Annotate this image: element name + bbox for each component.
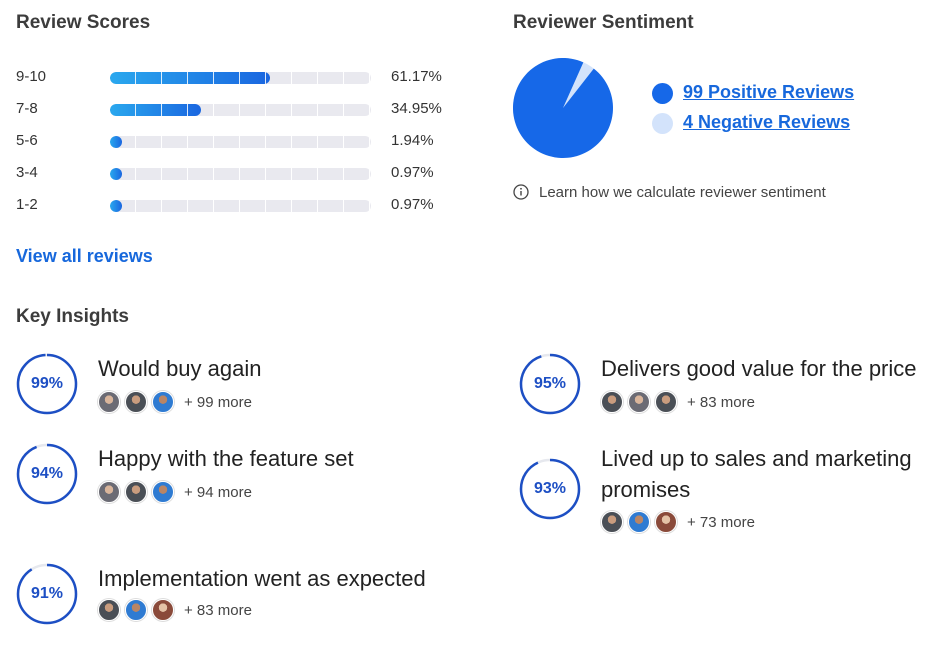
insight-implementation-as-expected: 91% Implementation went as expected + 83… [16, 563, 476, 627]
insight-percent: 94% [30, 465, 64, 482]
positive-reviews-link[interactable]: 99 Positive Reviews [683, 82, 855, 102]
avatar [125, 481, 147, 503]
score-bar-fill [110, 168, 122, 180]
avatar [98, 599, 120, 621]
insight-title-line: promises [601, 477, 691, 502]
insight-happy-with-feature-set: 94% Happy with the feature set + 94 more [16, 443, 436, 507]
avatar [655, 391, 677, 413]
score-row-1-2: 1-2 0.97% [16, 196, 456, 216]
score-bar-fill [110, 200, 122, 212]
insight-progress-ring [16, 443, 78, 505]
insight-title: Delivers good value for the price [601, 353, 917, 384]
avatar [152, 391, 174, 413]
insight-would-buy-again: 99% Would buy again + 99 more [16, 353, 436, 417]
key-insights-title: Key Insights [16, 306, 129, 327]
score-label: 5-6 [16, 132, 38, 149]
insight-percent: 99% [30, 375, 64, 392]
insight-progress-ring [16, 353, 78, 415]
more-reviewers-count: + 83 more [184, 601, 252, 619]
sentiment-pie-chart [513, 58, 613, 158]
avatar [98, 481, 120, 503]
score-bar-fill [110, 72, 270, 84]
score-percent: 1.94% [391, 132, 434, 149]
score-label: 1-2 [16, 196, 38, 213]
score-bar-fill [110, 136, 122, 148]
more-reviewers-count: + 83 more [687, 393, 755, 411]
insight-title-line: Would buy again [98, 356, 262, 381]
insight-percent: 95% [533, 375, 567, 392]
avatar [601, 391, 623, 413]
score-bar-fill [110, 104, 202, 116]
insight-percent: 91% [30, 585, 64, 602]
learn-sentiment-text[interactable]: Learn how we calculate reviewer sentimen… [539, 183, 826, 201]
score-bar-track [110, 168, 371, 180]
positive-legend-dot [652, 83, 673, 104]
insight-progress-ring [519, 353, 581, 415]
more-reviewers-count: + 99 more [184, 393, 252, 411]
score-bar-track [110, 136, 371, 148]
score-percent: 0.97% [391, 164, 434, 181]
reviewer-sentiment-title: Reviewer Sentiment [513, 12, 694, 33]
insight-title: Happy with the feature set [98, 443, 354, 474]
insight-title: Implementation went as expected [98, 563, 426, 594]
score-bar-track [110, 200, 371, 212]
negative-legend-dot [652, 113, 673, 134]
insight-title: Would buy again [98, 353, 262, 384]
score-row-7-8: 7-8 34.95% [16, 100, 456, 120]
insight-percent: 93% [533, 480, 567, 497]
avatar [152, 481, 174, 503]
reviewer-avatars: + 83 more [601, 391, 755, 413]
info-icon [513, 184, 529, 200]
score-percent: 0.97% [391, 196, 434, 213]
score-label: 7-8 [16, 100, 38, 117]
negative-reviews-link[interactable]: 4 Negative Reviews [683, 112, 851, 132]
score-row-9-10: 9-10 61.17% [16, 68, 456, 88]
score-row-5-6: 5-6 1.94% [16, 132, 456, 152]
avatar [628, 511, 650, 533]
avatar [125, 599, 147, 621]
score-percent: 61.17% [391, 68, 442, 85]
view-all-reviews-link[interactable]: View all reviews [16, 246, 153, 266]
score-row-3-4: 3-4 0.97% [16, 164, 456, 184]
reviewer-avatars: + 73 more [601, 511, 755, 533]
reviewer-avatars: + 99 more [98, 391, 252, 413]
score-bar-track [110, 104, 371, 116]
score-percent: 34.95% [391, 100, 442, 117]
reviewer-avatars: + 94 more [98, 481, 252, 503]
score-bar-track [110, 72, 371, 84]
avatar [125, 391, 147, 413]
insight-title-line: Delivers good value for the price [601, 356, 917, 381]
avatar [601, 511, 623, 533]
score-label: 3-4 [16, 164, 38, 181]
avatar [152, 599, 174, 621]
insight-lived-up-to-sales: 93% Lived up to sales and marketing prom… [519, 443, 929, 537]
insight-progress-ring [519, 458, 581, 520]
avatar [98, 391, 120, 413]
insight-title-line: Happy with the feature set [98, 446, 354, 471]
score-label: 9-10 [16, 68, 47, 85]
insight-progress-ring [16, 563, 78, 625]
insight-title-line: Implementation went as expected [98, 566, 426, 591]
more-reviewers-count: + 94 more [184, 483, 252, 501]
insight-title-line: Lived up to sales and marketing [601, 446, 912, 471]
avatar [628, 391, 650, 413]
insight-title: Lived up to sales and marketing promises [601, 443, 912, 505]
insight-delivers-good-value: 95% Delivers good value for the price + … [519, 353, 929, 417]
learn-sentiment-row[interactable]: Learn how we calculate reviewer sentimen… [513, 182, 826, 202]
more-reviewers-count: + 73 more [687, 513, 755, 531]
review-scores-title: Review Scores [16, 12, 151, 33]
pie-slice-positive [513, 58, 613, 158]
avatar [655, 511, 677, 533]
reviewer-avatars: + 83 more [98, 599, 252, 621]
